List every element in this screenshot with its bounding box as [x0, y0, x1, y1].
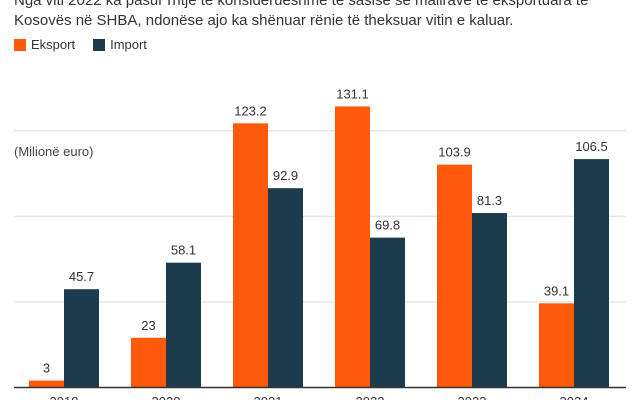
- chart-subtitle: Nga viti 2022 ka pasur rritje të konside…: [14, 0, 626, 31]
- y-axis-unit-label: (Milionë euro): [14, 144, 94, 159]
- data-label-import-2020: 58.1: [171, 243, 196, 258]
- x-tick-label-2021: 2021: [254, 394, 283, 400]
- legend-swatch-eksport: [14, 38, 26, 51]
- subtitle-line-2: Kosovës në SHBA, ndonëse ajo ka shënuar …: [14, 12, 514, 29]
- legend-item-import: Import: [93, 37, 147, 52]
- x-tick-label-2024: 2024: [560, 394, 589, 400]
- legend-label-import: Import: [110, 37, 147, 52]
- data-label-eksport-2023: 103.9: [438, 145, 471, 160]
- x-tick-label-2020: 2020: [152, 394, 181, 400]
- data-label-import-2021: 92.9: [273, 168, 298, 183]
- data-label-eksport-2022: 131.1: [336, 86, 369, 101]
- bar-import-2024: [574, 159, 609, 387]
- bar-eksport-2019: [29, 380, 64, 387]
- bar-eksport-2021: [233, 123, 268, 388]
- subtitle-line-1: Nga viti 2022 ka pasur rritje të konside…: [14, 0, 589, 9]
- bar-eksport-2023: [437, 164, 472, 387]
- bar-eksport-2024: [539, 303, 574, 387]
- bar-import-2019: [64, 289, 99, 387]
- bar-import-2021: [268, 188, 303, 387]
- data-label-eksport-2019: 3: [43, 361, 50, 376]
- legend-swatch-import: [93, 38, 106, 51]
- data-label-import-2022: 69.8: [375, 218, 400, 233]
- bar-import-2022: [370, 237, 405, 387]
- x-tick-label-2023: 2023: [458, 394, 487, 400]
- data-label-eksport-2021: 123.2: [234, 103, 267, 118]
- bar-eksport-2020: [131, 337, 166, 387]
- x-tick-label-2022: 2022: [356, 394, 385, 400]
- data-label-import-2024: 106.5: [575, 139, 608, 154]
- chart-legend: Eksport Import: [14, 37, 165, 52]
- legend-item-eksport: Eksport: [14, 37, 75, 52]
- data-label-import-2019: 45.7: [69, 269, 94, 284]
- data-label-import-2023: 81.3: [477, 193, 502, 208]
- x-tick-label-2019: 2019: [50, 394, 79, 400]
- bar-import-2020: [166, 262, 201, 387]
- data-label-eksport-2024: 39.1: [544, 283, 569, 298]
- data-label-eksport-2020: 23: [141, 318, 155, 333]
- bar-import-2023: [472, 213, 507, 387]
- bar-eksport-2022: [335, 106, 370, 388]
- legend-label-eksport: Eksport: [31, 37, 76, 52]
